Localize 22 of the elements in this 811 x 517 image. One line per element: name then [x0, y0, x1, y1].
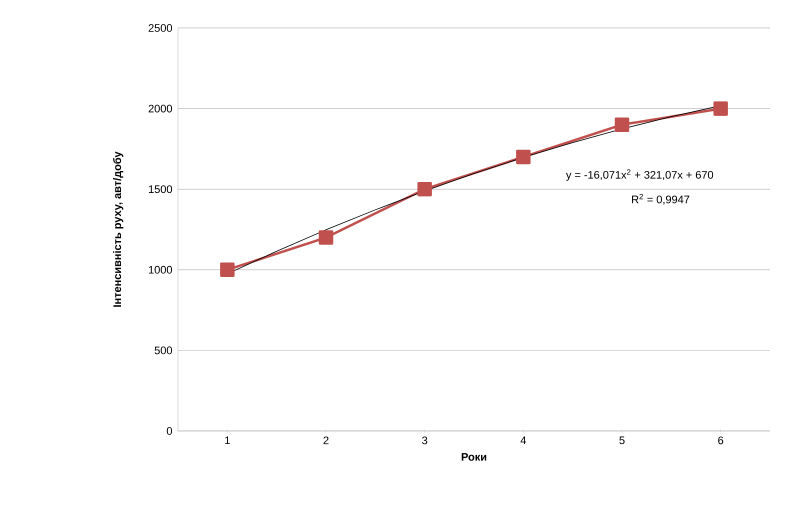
x-tick-label: 5: [619, 436, 625, 444]
y-tick-label: 0: [166, 427, 172, 435]
y-tick-label: 2500: [148, 24, 172, 32]
annotation: y = -16,071x$^{2}$ + 321,07x + 670: [566, 169, 714, 181]
x-tick-label: 1: [225, 436, 230, 444]
point: [713, 101, 728, 116]
x-tick-label: 6: [718, 436, 724, 444]
y-tick-label: 2000: [148, 104, 172, 112]
y-tick-label: 1000: [148, 266, 172, 274]
x-tick-label: 2: [324, 436, 329, 444]
y-tick-label: 1500: [148, 185, 172, 194]
point: [417, 182, 432, 196]
x-tick-label: 4: [520, 436, 526, 444]
x-axis-title: Роки: [462, 453, 486, 461]
y-axis-title: Інтенсивність руху, авт/добу: [112, 151, 124, 307]
point: [614, 117, 630, 132]
point: [516, 150, 531, 164]
y-tick-label: 500: [154, 346, 172, 354]
annotation: R$^{2}$ = 0,9947: [632, 194, 690, 205]
x-tick-label: 3: [422, 436, 428, 444]
point: [318, 230, 334, 245]
point: [220, 262, 235, 278]
